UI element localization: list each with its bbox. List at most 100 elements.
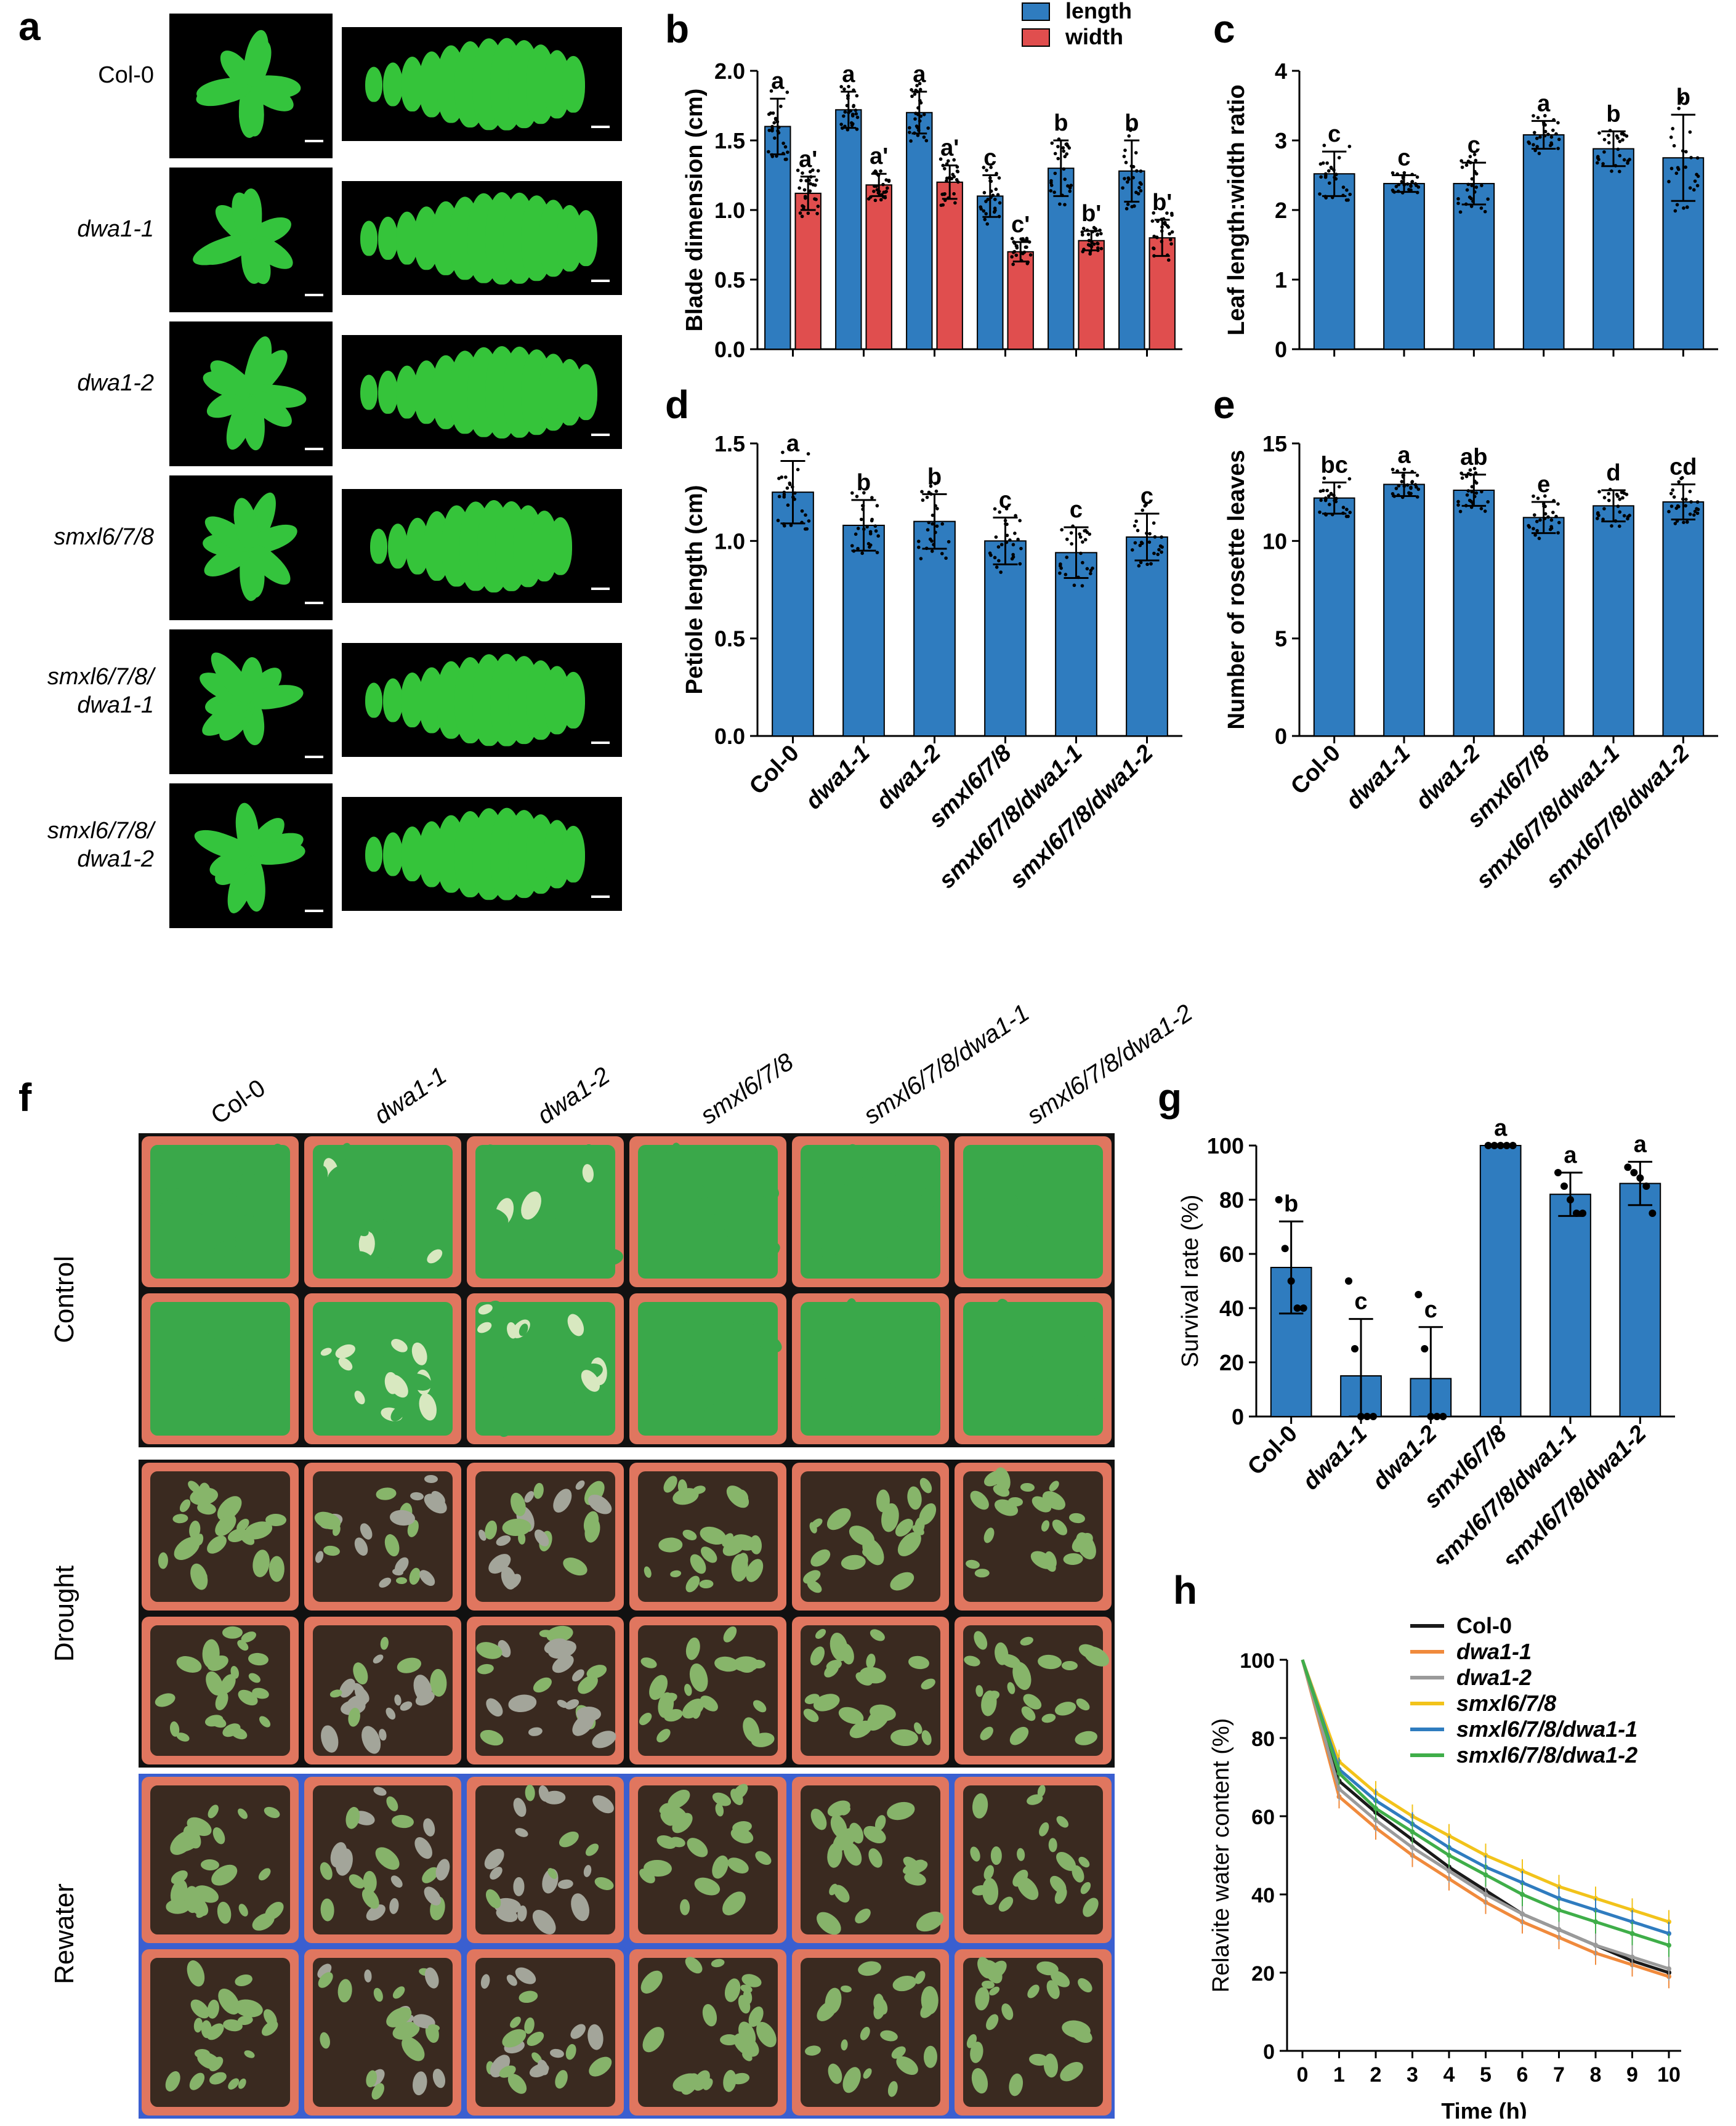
data-point (1086, 243, 1091, 247)
data-point (1532, 494, 1535, 498)
data-point (767, 150, 770, 154)
data-point (1149, 562, 1153, 566)
pot (629, 1617, 786, 1764)
bar-width-1 (865, 184, 892, 350)
seedling (971, 1792, 990, 1819)
seedling (201, 1859, 220, 1871)
seedling (165, 1899, 190, 1915)
data-point (1096, 248, 1100, 253)
data-point (1602, 496, 1607, 499)
scale-bar (305, 910, 323, 912)
data-point (806, 211, 810, 216)
data-point (1672, 143, 1676, 148)
data-point (1323, 497, 1328, 501)
pot-soil (963, 1784, 1103, 1934)
data-point (933, 482, 937, 485)
bar-value-1 (1383, 183, 1425, 350)
seedling (919, 1184, 940, 1213)
significance-letter: b (1606, 101, 1620, 127)
data-point (996, 545, 1001, 549)
seedling (637, 1372, 656, 1388)
seedling (411, 1834, 437, 1862)
data-point (997, 214, 1001, 219)
seedling (977, 1208, 988, 1224)
rosette-photo-3 (169, 475, 333, 620)
data-point (1629, 1931, 1635, 1936)
data-point (1129, 127, 1133, 131)
pot-soil (475, 1142, 624, 1279)
seedling (318, 2031, 331, 2050)
data-point (918, 87, 923, 92)
data-point (1483, 1872, 1488, 1878)
y-tick-label: 1 (1275, 267, 1287, 293)
data-point (1474, 185, 1479, 189)
data-point (772, 121, 776, 125)
data-point (1649, 1210, 1657, 1217)
significance-letter: a (1537, 91, 1551, 116)
data-point (1681, 149, 1685, 153)
data-point (847, 110, 850, 115)
data-point (1474, 491, 1479, 495)
y-tick-label: 0.0 (714, 337, 745, 362)
data-point (1695, 500, 1700, 504)
chart-d: 0.0 0.5 1.0 1.5 Petiole length (cm) a Col-0 b dw… (682, 431, 1182, 894)
data-point (913, 117, 917, 121)
seedling (684, 1834, 712, 1862)
data-point (1319, 498, 1323, 502)
panel-letter-e: e (1213, 382, 1235, 427)
seedling (586, 2023, 605, 2051)
bar-length-0 (764, 126, 791, 350)
data-point (1326, 494, 1331, 498)
seedling (184, 1958, 208, 1989)
data-point (1019, 237, 1023, 241)
seedling (999, 2002, 1016, 2021)
excised-leaf (562, 671, 585, 729)
seedling (363, 1969, 372, 1983)
significance-letter: a' (940, 135, 959, 161)
data-point (1318, 489, 1323, 493)
data-point (1063, 203, 1067, 207)
seedling (679, 1899, 690, 1916)
significance-letter: cd (1669, 455, 1697, 480)
data-point (807, 519, 811, 523)
data-point (879, 169, 882, 173)
seedling (539, 1629, 552, 1638)
data-point (1169, 242, 1173, 246)
data-point (1391, 171, 1395, 175)
data-point (925, 495, 929, 499)
data-point (800, 520, 804, 525)
data-point (1160, 545, 1164, 549)
significance-letter: c (1070, 497, 1083, 523)
x-tick-label: 1 (1333, 2063, 1345, 2087)
data-point (1003, 519, 1007, 523)
data-point (1087, 238, 1091, 243)
data-point (1538, 518, 1542, 522)
seedling (839, 2064, 865, 2096)
significance-letter: a' (870, 143, 888, 169)
data-point (850, 544, 854, 548)
seedling (742, 1399, 757, 1415)
seedling (552, 2068, 570, 2090)
data-point (1472, 495, 1477, 498)
data-point (1468, 155, 1472, 158)
data-point (1131, 176, 1136, 180)
seedling (639, 1655, 658, 1671)
data-point (780, 475, 784, 479)
seedling (389, 1873, 405, 1890)
data-point (850, 114, 855, 118)
seedling (886, 2080, 899, 2098)
data-point (1629, 1919, 1635, 1925)
seedling (1037, 1821, 1051, 1838)
data-point (939, 157, 943, 161)
seedling (206, 1999, 220, 2020)
pot-soil (475, 1297, 615, 1440)
data-point (1626, 515, 1630, 519)
seedling (424, 1474, 438, 1483)
data-point (1096, 241, 1100, 246)
data-point (1618, 524, 1621, 528)
data-point (1674, 171, 1679, 176)
seedling (654, 1726, 673, 1745)
data-point (884, 190, 887, 194)
significance-letter: a (913, 62, 926, 87)
seedling (637, 1710, 655, 1728)
